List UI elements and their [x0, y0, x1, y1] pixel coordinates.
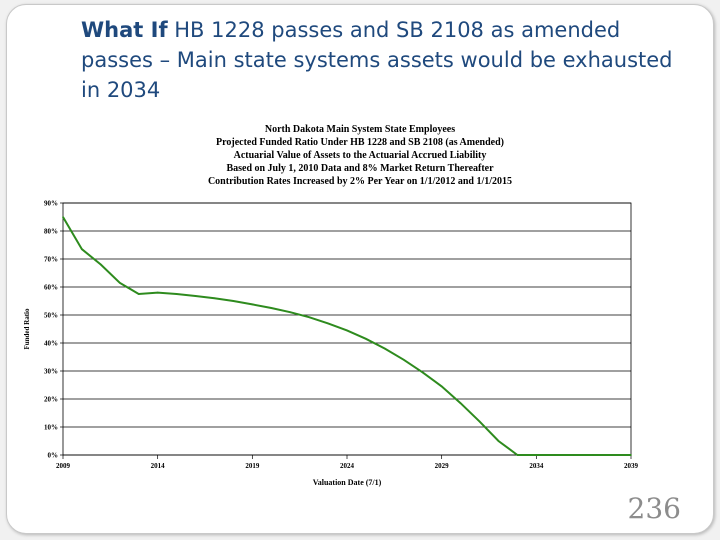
data-point [459, 402, 462, 405]
data-point [175, 293, 178, 295]
data-point [62, 216, 64, 218]
data-point [81, 248, 83, 250]
x-axis-label: Valuation Date (7/1) [313, 478, 382, 487]
x-tick-label: 2024 [340, 462, 355, 470]
data-point [630, 454, 632, 456]
slide-title: What If HB 1228 passes and SB 2108 as am… [81, 15, 691, 105]
data-point [592, 454, 594, 456]
data-point [119, 282, 121, 284]
slide-title-bold: What If [81, 18, 168, 42]
y-tick-label: 50% [44, 312, 58, 320]
chart-title-line-4: Based on July 1, 2010 Data and 8% Market… [226, 163, 494, 174]
y-tick-labels: 0% 10% 20% 30% 40% 50% 60% 70% 80% 90% [44, 200, 58, 460]
data-point [365, 338, 367, 340]
data-point [194, 295, 197, 297]
y-tick-label: 40% [44, 340, 58, 348]
data-point [251, 303, 254, 306]
page-number: 236 [627, 492, 681, 525]
data-point [554, 454, 557, 456]
x-tick-label: 2029 [435, 462, 450, 470]
data-point [497, 440, 500, 442]
y-tick-label: 70% [44, 256, 58, 264]
data-point [421, 371, 424, 374]
y-tick-label: 30% [44, 368, 58, 376]
data-point [289, 311, 292, 314]
chart-title-line-1: North Dakota Main System State Employees [264, 124, 456, 135]
data-point [156, 291, 159, 294]
funded-ratio-line [62, 216, 631, 456]
chart-title-line-5: Contribution Rates Increased by 2% Per Y… [207, 176, 513, 187]
y-tick-label: 60% [44, 284, 58, 292]
data-point [440, 385, 443, 388]
plot-area [62, 202, 632, 456]
data-point [478, 420, 481, 423]
data-points [62, 216, 632, 456]
chart-title-line-2: Projected Funded Ratio Under HB 1228 and… [216, 137, 504, 148]
y-tick-label: 80% [44, 228, 58, 236]
y-tick-label: 0% [48, 452, 59, 460]
chart-title-line-3: Actuarial Value of Assets to the Actuari… [233, 150, 487, 161]
x-tick-labels: 2009 2014 2019 2024 2029 2034 2039 [56, 455, 639, 470]
data-point [346, 329, 348, 332]
data-point [232, 300, 235, 302]
y-axis-label: Funded Ratio [23, 308, 31, 350]
chart-title: North Dakota Main System State Employees… [7, 123, 713, 188]
data-point [573, 454, 575, 456]
data-point [535, 454, 538, 456]
data-point [611, 454, 613, 456]
data-point [516, 454, 519, 456]
data-point [403, 359, 405, 361]
x-tick-label: 2039 [624, 462, 639, 470]
y-tick-label: 10% [44, 424, 58, 432]
funded-ratio-chart: 0%10%20%30%40%50%60%70%80%90% 2009 2014 20… [23, 200, 639, 488]
y-tick-label: 20% [44, 396, 58, 404]
data-point [308, 316, 310, 319]
slide-title-text: HB 1228 passes and SB 2108 as amended pa… [81, 18, 673, 102]
data-point [137, 293, 140, 295]
data-point [213, 297, 216, 300]
y-tick-label: 90% [44, 200, 58, 208]
data-point [100, 263, 102, 266]
slide: What If HB 1228 passes and SB 2108 as am… [6, 4, 714, 534]
x-tick-label: 2014 [151, 462, 166, 470]
x-tick-label: 2034 [529, 462, 544, 470]
x-tick-label: 2009 [56, 462, 71, 470]
x-tick-label: 2019 [245, 462, 260, 470]
data-point [327, 322, 329, 325]
data-point [384, 347, 386, 350]
data-point [270, 307, 273, 309]
